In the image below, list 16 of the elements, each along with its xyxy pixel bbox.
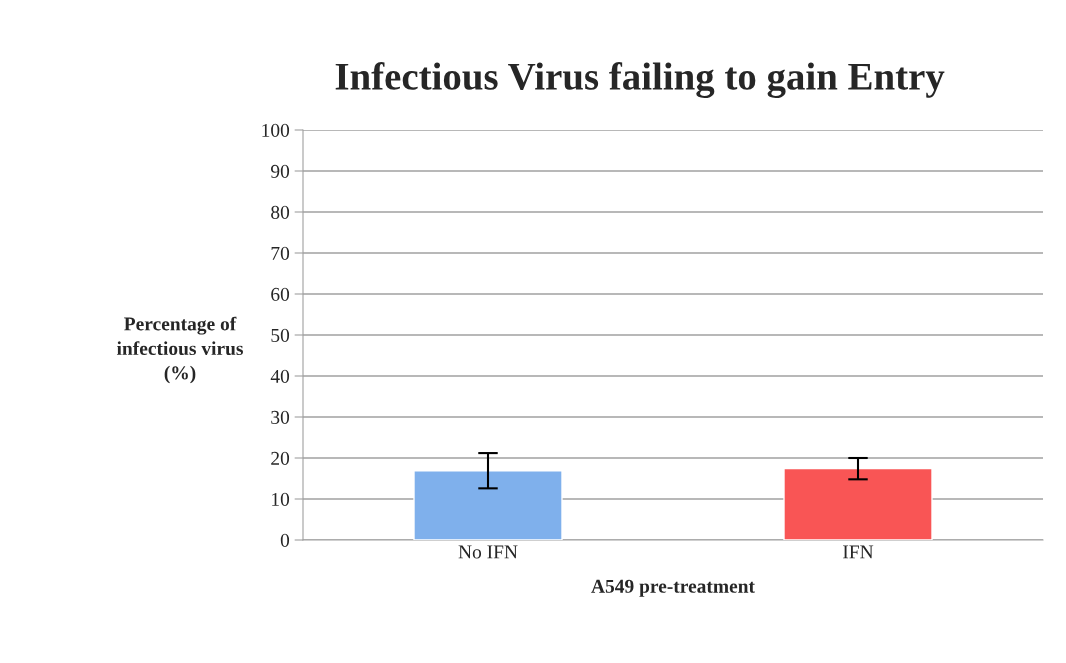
y-axis-title: Percentage of infectious virus (%) bbox=[116, 316, 243, 384]
y-tick-label: 0 bbox=[280, 533, 290, 547]
y-tick-label: 20 bbox=[271, 451, 290, 465]
y-tick-label: 100 bbox=[262, 123, 290, 137]
x-axis-title: A549 pre-treatment bbox=[591, 579, 755, 597]
x-tick-label: No IFN bbox=[458, 545, 518, 559]
y-tick-label: 70 bbox=[271, 246, 290, 260]
y-tick-label: 60 bbox=[271, 287, 290, 301]
y-tick-label: 30 bbox=[271, 410, 290, 424]
x-tick-label: IFN bbox=[843, 545, 874, 559]
y-tick-label: 40 bbox=[270, 369, 290, 383]
y-tick-label: 80 bbox=[271, 205, 290, 219]
chart-title: Infectious Virus failing to gain Entry bbox=[335, 62, 945, 98]
y-tick-label: 10 bbox=[272, 492, 290, 506]
y-tick-label: 90 bbox=[270, 164, 290, 178]
y-tick-label: 50 bbox=[271, 328, 290, 342]
